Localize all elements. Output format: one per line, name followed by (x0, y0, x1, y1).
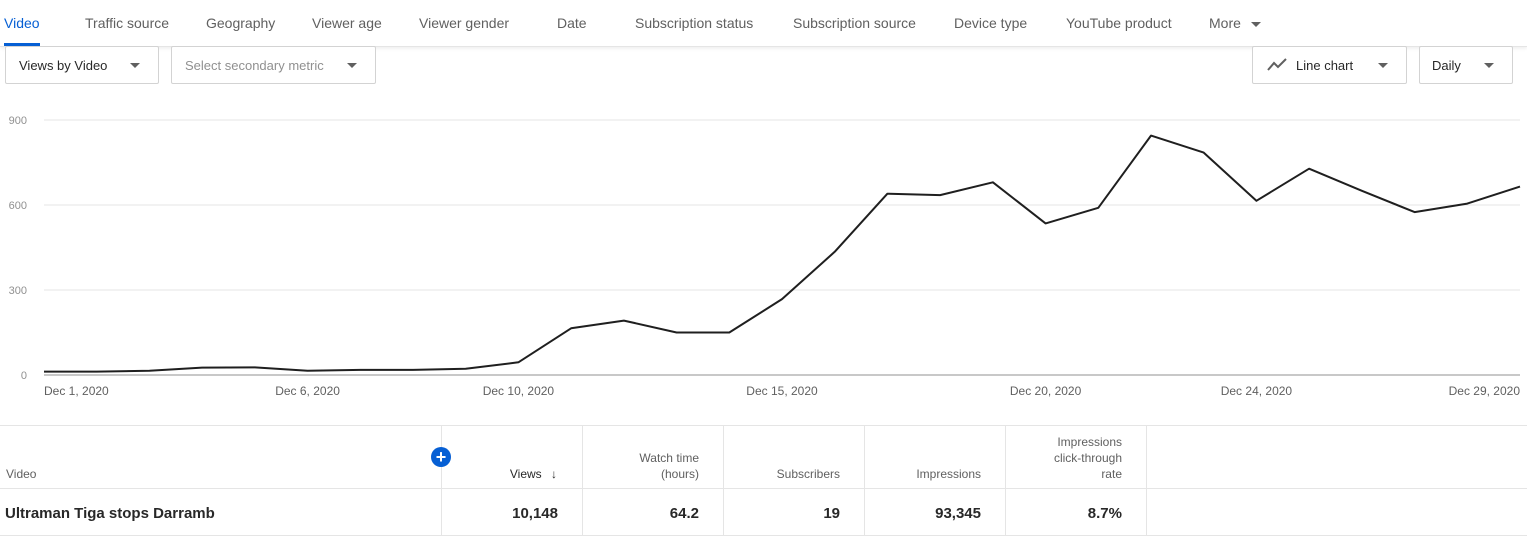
chevron-down-icon (347, 63, 357, 68)
tab-geography[interactable]: Geography (206, 15, 276, 31)
chevron-down-icon (130, 63, 140, 68)
column-header-subscribers[interactable]: Subscribers (776, 467, 840, 481)
x-tick-label: Dec 20, 2020 (1010, 384, 1082, 398)
y-tick-label: 600 (9, 200, 27, 212)
secondary-metric-placeholder: Select secondary metric (185, 58, 324, 73)
chart-type-value: Line chart (1296, 58, 1354, 73)
views-line-chart: 0 300 600 900 Dec 1, 2020 Dec 6, 2020 Dec 10,… (9, 115, 1523, 398)
data-point[interactable] (832, 249, 838, 255)
data-point[interactable] (1306, 166, 1312, 172)
tab-subscription-status[interactable]: Subscription status (635, 15, 754, 31)
data-point[interactable] (1359, 188, 1365, 194)
interval-select[interactable]: Daily (1419, 46, 1513, 84)
data-point[interactable] (305, 368, 311, 374)
x-tick-label: Dec 10, 2020 (483, 384, 555, 398)
sort-arrow-down-icon: ↓ (551, 467, 557, 481)
table-top-divider (0, 425, 1527, 426)
chevron-down-icon (1378, 63, 1388, 68)
data-point[interactable] (1412, 209, 1418, 215)
y-tick-label: 0 (21, 370, 27, 382)
tab-subscription-source[interactable]: Subscription source (793, 15, 916, 31)
data-point[interactable] (779, 296, 785, 302)
row-subscribers: 19 (823, 505, 840, 522)
row-impressions: 93,345 (935, 505, 981, 522)
x-tick-label: Dec 29, 2020 (1449, 384, 1521, 398)
table-bottom-divider (0, 535, 1527, 536)
data-point[interactable] (726, 330, 732, 336)
data-point[interactable] (990, 179, 996, 185)
column-header-impressions[interactable]: Impressions (916, 467, 981, 481)
tab-device-type[interactable]: Device type (954, 15, 1028, 31)
data-point[interactable] (568, 325, 574, 331)
column-divider (441, 425, 442, 536)
data-point[interactable] (1095, 205, 1101, 211)
report-tabs: Video Traffic source Geography Viewer ag… (0, 0, 1527, 47)
data-point[interactable] (94, 369, 100, 375)
row-watch-time: 64.2 (669, 505, 699, 522)
data-point[interactable] (1517, 184, 1523, 190)
column-divider (582, 425, 583, 536)
data-table: Video + Views ↓ Watch time (hours) Subsc… (0, 425, 1527, 538)
data-point[interactable] (252, 364, 258, 370)
tab-youtube-product[interactable]: YouTube product (1066, 15, 1172, 31)
x-tick-label: Dec 1, 2020 (44, 384, 109, 398)
x-tick-label: Dec 15, 2020 (746, 384, 818, 398)
line-chart-icon (1267, 58, 1287, 71)
column-divider (1146, 425, 1147, 536)
column-divider (1005, 425, 1006, 536)
series-line (44, 134, 1521, 373)
x-tick-label: Dec 6, 2020 (275, 384, 340, 398)
column-header-ctr[interactable]: Impressions click-through rate (1053, 435, 1122, 481)
primary-metric-value: Views by Video (19, 58, 108, 73)
add-metric-plus-icon[interactable]: + (431, 447, 451, 467)
column-divider (864, 425, 865, 536)
data-point[interactable] (199, 365, 205, 371)
tab-traffic-source[interactable]: Traffic source (85, 15, 170, 31)
tab-date[interactable]: Date (557, 15, 587, 31)
data-point[interactable] (146, 368, 152, 374)
tab-viewer-age[interactable]: Viewer age (312, 15, 382, 31)
secondary-metric-select[interactable]: Select secondary metric (171, 46, 376, 84)
row-views: 10,148 (512, 505, 558, 522)
chart-type-select[interactable]: Line chart (1252, 46, 1407, 84)
y-tick-label: 300 (9, 285, 27, 297)
x-tick-label: Dec 24, 2020 (1221, 384, 1293, 398)
data-point[interactable] (410, 367, 416, 373)
data-point[interactable] (1253, 198, 1259, 204)
chevron-down-icon (1250, 21, 1261, 27)
column-header-watch-time[interactable]: Watch time (hours) (639, 451, 699, 481)
data-point[interactable] (1464, 201, 1470, 207)
tab-video[interactable]: Video (4, 0, 40, 46)
interval-value: Daily (1432, 58, 1461, 73)
column-header-video: Video (6, 467, 37, 481)
header-divider (0, 488, 1527, 489)
column-divider (723, 425, 724, 536)
data-point[interactable] (357, 367, 363, 373)
data-point[interactable] (41, 369, 47, 375)
data-point[interactable] (674, 330, 680, 336)
more-tabs-button[interactable]: More (1209, 0, 1261, 46)
data-point[interactable] (1043, 220, 1049, 226)
data-point[interactable] (515, 359, 521, 365)
data-point[interactable] (621, 318, 627, 324)
column-header-views[interactable]: Views ↓ (509, 467, 557, 481)
primary-metric-select[interactable]: Views by Video (5, 46, 159, 84)
row-video-title[interactable]: Ultraman Tiga stops Darramb (5, 505, 215, 522)
chevron-down-icon (1484, 63, 1494, 68)
data-point[interactable] (463, 366, 469, 372)
data-point[interactable] (884, 191, 890, 197)
row-ctr: 8.7% (1087, 505, 1122, 522)
data-point[interactable] (1201, 150, 1207, 156)
data-point[interactable] (937, 192, 943, 198)
y-tick-label: 900 (9, 115, 27, 127)
tab-viewer-gender[interactable]: Viewer gender (419, 15, 510, 31)
more-label: More (1209, 15, 1241, 31)
data-point[interactable] (1148, 133, 1154, 139)
